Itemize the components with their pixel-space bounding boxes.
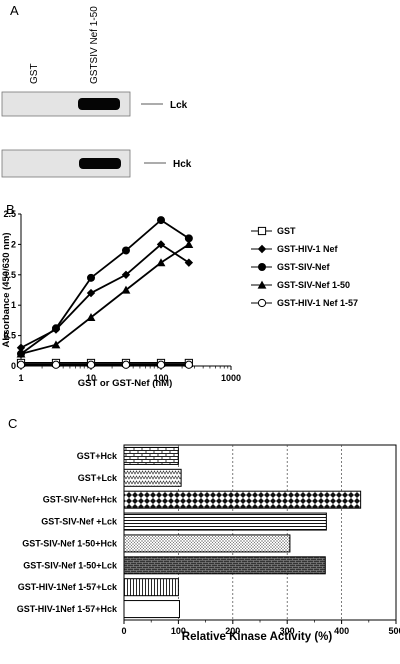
category-label: GST-SIV-Nef +Lck [41, 517, 118, 527]
blot-hck-band [79, 158, 121, 169]
x-tick-label: 0 [121, 626, 126, 636]
panel-b-letter: B [6, 202, 15, 217]
series-line-3 [20, 243, 190, 355]
data-point-2-5 [184, 234, 193, 243]
legend-label-2: GST-SIV-Nef [277, 262, 331, 272]
y-tick-label: 1 [11, 300, 16, 310]
data-point-1-4 [156, 240, 166, 249]
data-point-3-5 [184, 240, 194, 248]
legend-label-0: GST [277, 226, 296, 236]
data-point-3-1 [51, 340, 61, 349]
data-point-3-3 [121, 285, 131, 294]
legend-marker-4 [257, 298, 267, 308]
blot-lck-band [78, 98, 120, 110]
bar-1 [123, 468, 182, 487]
x-axis-title: GST or GST-Nef (nM) [78, 378, 172, 389]
absorbance-line-chart: 0 0.5 1 1.5 2 2.5 1 10 100 1000 GST or GST-Nef (nM… [1, 209, 358, 389]
data-point-1-3 [121, 270, 131, 279]
bar-3 [123, 512, 327, 531]
blot-hck: Hck [1, 149, 192, 178]
category-label: GST+Lck [78, 473, 118, 483]
data-point-4-5 [184, 360, 193, 369]
panel-a-letter: A [10, 3, 19, 18]
x-axis-title: Relative Kinase Activity (%) [182, 631, 333, 643]
category-label: GST-SIV-Nef 1-50+Hck [22, 538, 118, 548]
x-tick-label: 1000 [221, 373, 241, 383]
data-point-4-1 [51, 360, 61, 369]
x-tick-label: 400 [334, 626, 349, 636]
data-point-2-3 [121, 246, 130, 255]
panel-c-letter: C [8, 416, 17, 431]
data-point-4-4 [156, 360, 166, 369]
category-label: GST+Hck [77, 451, 118, 461]
kinase-activity-bar-chart: 0 100 200 300 400 500 GST+Hck GST+Lck GST-SIV-Ne… [17, 444, 400, 643]
data-point-1-2 [86, 288, 96, 298]
legend-marker-1 [257, 244, 267, 254]
y-axis-title: Absorbance (450/630 nm) [1, 232, 12, 347]
bar-0 [123, 446, 179, 465]
data-point-2-1 [51, 324, 60, 333]
data-point-3-4 [156, 258, 166, 267]
lane-label-gst-siv-nef: GSTSIV Nef 1-50 [89, 6, 100, 84]
legend-label-4: GST-HIV-1 Nef 1-57 [277, 298, 358, 308]
y-tick-label: 1.5 [3, 270, 16, 280]
x-tick-label: 300 [280, 626, 295, 636]
y-tick-label: 2 [11, 239, 16, 249]
y-tick-label: 0.5 [3, 331, 16, 341]
data-point-2-2 [87, 273, 95, 282]
x-tick-label: 200 [225, 626, 240, 636]
blot-lck: Lck [1, 91, 188, 117]
category-label: GST-HIV-1Nef 1-57+Hck [17, 604, 118, 614]
y-tick-label: 2.5 [3, 209, 16, 219]
x-tick-label: 1 [18, 373, 23, 383]
data-point-4-3 [121, 360, 131, 369]
lane-label-gst: GST [29, 63, 40, 84]
category-label: GST-SIV-Nef+Hck [43, 495, 118, 505]
bar-7 [123, 600, 180, 619]
bar-2 [123, 490, 362, 509]
blot-lck-label: Lck [170, 100, 188, 111]
x-tick-label: 10 [86, 373, 96, 383]
category-label: GST-HIV-1Nef 1-57+Lck [18, 582, 118, 592]
y-tick-label: 0 [11, 361, 16, 371]
data-point-4-2 [86, 360, 96, 369]
bar-4 [123, 534, 291, 553]
data-point-1-5 [184, 258, 194, 267]
data-point-1-0 [16, 343, 26, 352]
legend-marker-0 [257, 226, 267, 236]
series-line-2 [20, 218, 190, 355]
category-label: GST-SIV-Nef 1-50+Lck [23, 560, 118, 570]
bar-5 [123, 556, 326, 575]
x-tick-label: 100 [171, 626, 186, 636]
legend-label-3: GST-SIV-Nef 1-50 [277, 280, 350, 290]
data-point-4-0 [16, 360, 26, 369]
legend-label-1: GST-HIV-1 Nef [277, 244, 339, 254]
legend-marker-2 [258, 263, 266, 271]
x-tick-label: 500 [388, 626, 400, 636]
x-tick-label: 100 [153, 373, 168, 383]
data-point-3-2 [86, 312, 96, 321]
data-point-2-4 [157, 216, 165, 225]
legend-marker-3 [257, 280, 267, 289]
blot-hck-label: Hck [173, 159, 192, 170]
bar-6 [123, 578, 179, 597]
data-point-3-0 [16, 349, 26, 358]
